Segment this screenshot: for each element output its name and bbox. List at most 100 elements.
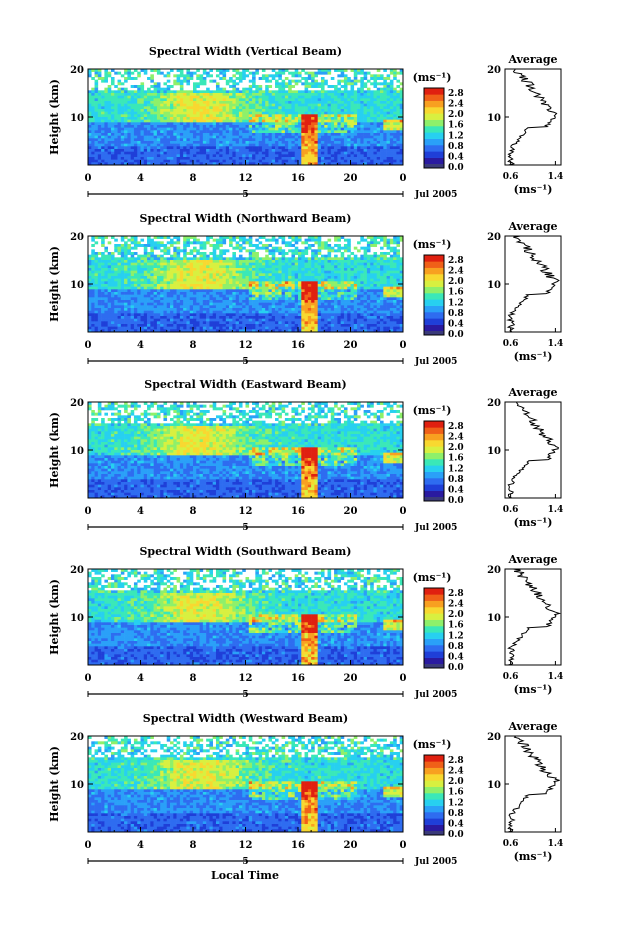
heatmap-cell <box>380 236 384 239</box>
heatmap-cell <box>281 114 286 118</box>
heatmap-cell <box>206 109 210 112</box>
heatmap-cell <box>380 265 384 269</box>
heatmap-cell <box>219 133 223 136</box>
heatmap-cell <box>396 106 401 110</box>
heatmap-cell <box>156 71 161 75</box>
heatmap-cell <box>268 90 273 94</box>
heatmap-cell <box>209 273 213 277</box>
heatmap-cell <box>324 146 328 150</box>
heatmap-cell <box>376 278 381 282</box>
heatmap-cell <box>255 122 259 126</box>
heatmap-cell <box>291 151 296 155</box>
heatmap-cell <box>324 149 328 152</box>
heatmap-cell <box>370 154 374 158</box>
heatmap-cell <box>383 146 387 150</box>
heatmap-cell <box>117 246 122 250</box>
heatmap-cell <box>330 106 335 110</box>
heatmap-cell <box>363 289 368 293</box>
heatmap-cell <box>298 281 302 285</box>
heatmap-cell <box>94 117 99 120</box>
heatmap-cell <box>334 236 338 239</box>
heatmap-cell <box>186 114 191 118</box>
heatmap-cell <box>97 135 102 139</box>
heatmap-cell <box>261 260 266 263</box>
heatmap-cell <box>311 276 315 279</box>
heatmap-cell <box>196 119 200 123</box>
heatmap-cell <box>222 241 227 245</box>
heatmap-cell <box>238 157 243 160</box>
heatmap-cell <box>206 90 210 94</box>
heatmap-cell <box>393 292 397 295</box>
heatmap-cell <box>238 133 243 136</box>
heatmap-cell <box>380 143 384 147</box>
heatmap-cell <box>147 149 151 152</box>
heatmap-cell <box>347 273 351 277</box>
heatmap-cell <box>311 151 315 155</box>
heatmap-cell <box>268 273 273 277</box>
heatmap-cell <box>268 125 273 128</box>
heatmap-cell <box>133 286 138 290</box>
heatmap-cell <box>124 273 128 277</box>
heatmap-cell <box>317 270 322 274</box>
heatmap-cell <box>206 133 210 136</box>
heatmap-cell <box>117 103 122 107</box>
heatmap-cell <box>179 79 184 83</box>
heatmap-cell <box>124 143 128 147</box>
heatmap-cell <box>366 98 371 102</box>
heatmap-cell <box>156 109 161 112</box>
heatmap-cell <box>117 268 122 271</box>
heatmap-cell <box>327 268 332 271</box>
heatmap-cell <box>399 106 404 110</box>
heatmap-cell <box>311 127 315 131</box>
heatmap-cell <box>193 90 197 94</box>
heatmap-cell <box>334 270 338 274</box>
heatmap-cell <box>232 284 236 287</box>
heatmap-cell <box>215 270 220 274</box>
heatmap-cell <box>317 117 322 120</box>
heatmap-cell <box>320 109 325 112</box>
heatmap-cell <box>350 127 355 131</box>
heatmap-cell <box>255 117 259 120</box>
heatmap-cell <box>127 103 131 107</box>
heatmap-cell <box>393 130 397 134</box>
heatmap-cell <box>215 119 220 123</box>
heatmap-cell <box>238 289 243 293</box>
heatmap-cell <box>298 109 302 112</box>
heatmap-cell <box>311 157 315 160</box>
heatmap-cell <box>373 162 378 166</box>
heatmap-cell <box>278 260 282 263</box>
heatmap-cell <box>104 149 108 152</box>
heatmap-cell <box>350 289 355 293</box>
heatmap-cell <box>206 114 210 118</box>
heatmap-cell <box>357 143 361 147</box>
heatmap-cell <box>376 273 381 277</box>
heatmap-cell <box>229 117 233 120</box>
heatmap-cell <box>353 82 358 86</box>
heatmap-cell <box>235 122 240 126</box>
heatmap-cell <box>104 77 108 80</box>
heatmap-cell <box>284 284 289 287</box>
heatmap-cell <box>196 157 200 160</box>
heatmap-cell <box>311 149 315 152</box>
heatmap-cell <box>193 273 197 277</box>
heatmap-cell <box>275 146 279 150</box>
heatmap-cell <box>147 236 151 239</box>
heatmap-cell <box>337 278 341 282</box>
heatmap-cell <box>199 273 204 277</box>
heatmap-cell <box>147 114 151 118</box>
heatmap-cell <box>288 262 292 266</box>
heatmap-cell <box>202 93 207 96</box>
heatmap-cell <box>275 79 279 83</box>
heatmap-cell <box>215 114 220 118</box>
heatmap-cell <box>304 281 309 285</box>
heatmap-cell <box>104 278 108 282</box>
heatmap-cell <box>209 119 213 123</box>
heatmap-cell <box>330 90 335 94</box>
heatmap-cell <box>173 284 177 287</box>
heatmap-cell <box>170 154 174 158</box>
heatmap-cell <box>97 138 102 142</box>
heatmap-cell <box>353 130 358 134</box>
heatmap-cell <box>307 284 312 287</box>
heatmap-cell <box>196 90 200 94</box>
heatmap-cell <box>268 117 273 120</box>
